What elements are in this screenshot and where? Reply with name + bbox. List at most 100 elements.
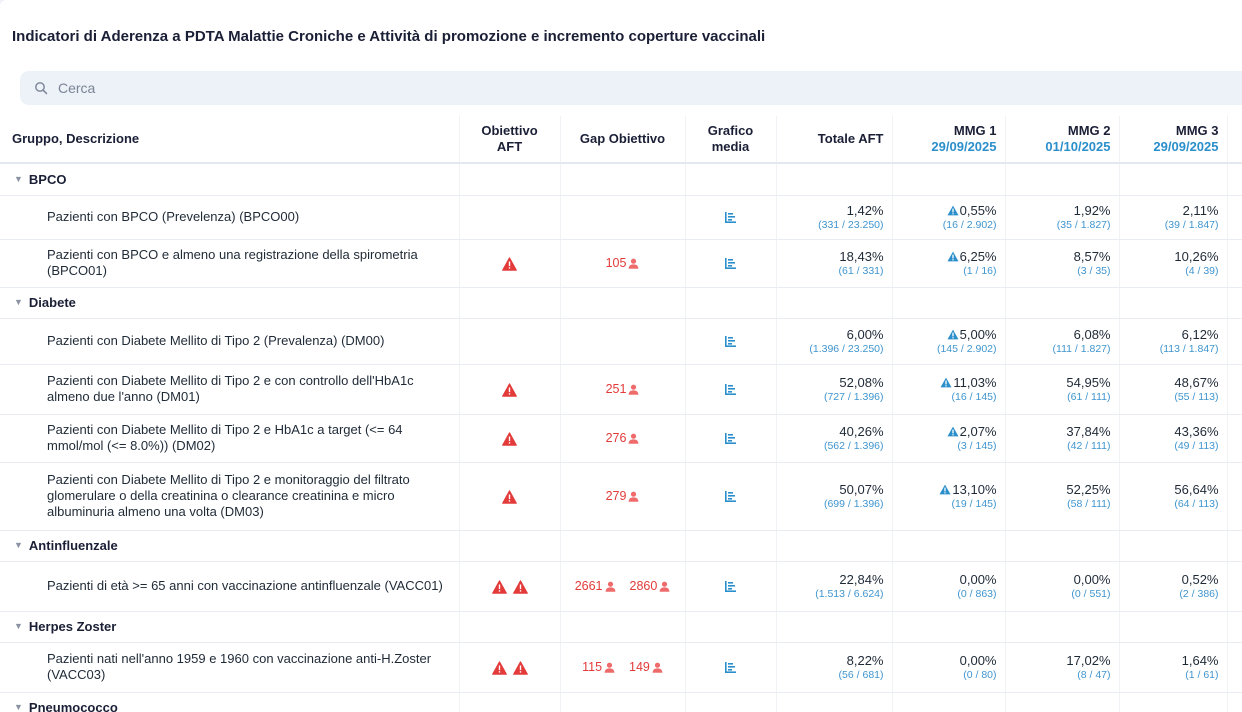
chart-icon[interactable]	[724, 580, 737, 593]
table-row[interactable]: Pazienti con Diabete Mellito di Tipo 2 e…	[0, 364, 1242, 415]
table-row[interactable]: Pazienti con Diabete Mellito di Tipo 2 e…	[0, 414, 1242, 463]
search-bar[interactable]	[20, 71, 1242, 105]
search-input[interactable]	[56, 79, 460, 97]
person-icon	[629, 433, 639, 444]
header-mmg2[interactable]: MMG 2 01/10/2025	[1005, 116, 1120, 164]
percent-text: 48,67%	[1174, 374, 1219, 390]
percent-text: 0,52%	[1181, 571, 1219, 587]
row-description: Pazienti con Diabete Mellito di Tipo 2 e…	[0, 414, 460, 463]
group-row[interactable]: ▼ Pneumococco	[0, 692, 1242, 712]
grafico-cell[interactable]	[685, 462, 777, 531]
group-empty-cell	[1005, 611, 1120, 643]
table-row[interactable]: Pazienti con Diabete Mellito di Tipo 2 e…	[0, 462, 1242, 531]
extra-cell	[1227, 239, 1242, 288]
mmg3-cell: 0,52% (2 / 386)	[1119, 561, 1228, 612]
mmg1-cell: 6,25% (1 / 16)	[892, 239, 1006, 288]
group-name: Diabete	[28, 295, 76, 310]
group-name: Antinfluenzale	[28, 538, 118, 553]
grafico-cell[interactable]	[685, 364, 777, 415]
totale-cell: 1,42% (331 / 23.250)	[776, 195, 893, 240]
fraction-value: (1 / 16)	[963, 264, 997, 277]
group-empty-cell	[685, 287, 777, 319]
caret-down-icon[interactable]: ▼	[14, 540, 23, 550]
row-description: Pazienti con Diabete Mellito di Tipo 2 (…	[0, 318, 460, 365]
grafico-cell[interactable]	[685, 414, 777, 463]
header-obiettivo[interactable]: Obiettivo AFT	[459, 116, 561, 164]
alert-triangle-icon	[947, 329, 959, 339]
group-empty-cell	[560, 611, 686, 643]
header-mmg3[interactable]: MMG 3 29/09/2025	[1119, 116, 1228, 164]
table-row[interactable]: Pazienti con BPCO (Prevelenza) (BPCO00) 1…	[0, 195, 1242, 240]
group-empty-cell	[560, 287, 686, 319]
group-name-cell[interactable]: ▼ Antinfluenzale	[0, 530, 460, 562]
group-empty-cell	[560, 692, 686, 712]
table-header-row: Gruppo, Descrizione Obiettivo AFT Gap Obi…	[0, 116, 1242, 164]
group-empty-cell	[1227, 163, 1242, 196]
extra-cell	[1227, 642, 1242, 693]
group-name-cell[interactable]: ▼ BPCO	[0, 163, 460, 196]
grafico-cell[interactable]	[685, 318, 777, 365]
fraction-value: (562 / 1.396)	[823, 439, 884, 452]
search-icon	[35, 82, 48, 95]
grafico-cell[interactable]	[685, 239, 777, 288]
header-grafico[interactable]: Grafico media	[685, 116, 777, 164]
header-gap[interactable]: Gap Obiettivo	[560, 116, 686, 164]
group-name-cell[interactable]: ▼ Diabete	[0, 287, 460, 319]
alert-triangle-icon	[939, 484, 951, 494]
group-name-cell[interactable]: ▼ Pneumococco	[0, 692, 460, 712]
chart-icon[interactable]	[724, 661, 737, 674]
grafico-cell[interactable]	[685, 195, 777, 240]
table-row[interactable]: Pazienti con BPCO e almeno una registraz…	[0, 239, 1242, 288]
header-mmg1[interactable]: MMG 1 29/09/2025	[892, 116, 1006, 164]
caret-down-icon[interactable]: ▼	[14, 702, 23, 712]
fraction-value: (58 / 111)	[1067, 497, 1111, 510]
gap-value: 251	[606, 382, 640, 396]
group-name-cell[interactable]: ▼ Herpes Zoster	[0, 611, 460, 643]
chart-icon[interactable]	[724, 490, 737, 503]
header-extra	[1227, 116, 1242, 164]
header-mmg2-name: MMG 2	[1067, 123, 1111, 138]
caret-down-icon[interactable]: ▼	[14, 621, 23, 631]
obiettivo-cell	[459, 462, 561, 531]
group-row[interactable]: ▼ Herpes Zoster	[0, 611, 1242, 643]
chart-icon[interactable]	[724, 211, 737, 224]
group-empty-cell	[1119, 287, 1228, 319]
percent-text: 6,00%	[846, 326, 884, 342]
chart-icon[interactable]	[724, 432, 737, 445]
grafico-cell[interactable]	[685, 561, 777, 612]
group-empty-cell	[776, 530, 893, 562]
mmg2-cell: 0,00% (0 / 551)	[1005, 561, 1120, 612]
group-row[interactable]: ▼ BPCO	[0, 163, 1242, 196]
mmg1-cell: 0,55% (16 / 2.902)	[892, 195, 1006, 240]
fraction-value: (145 / 2.902)	[936, 342, 997, 355]
table-row[interactable]: Pazienti di età >= 65 anni con vaccinazi…	[0, 561, 1242, 612]
mmg2-cell: 17,02% (8 / 47)	[1005, 642, 1120, 693]
caret-down-icon[interactable]: ▼	[14, 173, 23, 184]
gap-number: 276	[605, 431, 627, 445]
header-totale[interactable]: Totale AFT	[776, 116, 893, 164]
chart-icon[interactable]	[724, 383, 737, 396]
header-desc[interactable]: Gruppo, Descrizione	[0, 116, 460, 164]
group-empty-cell	[1005, 163, 1120, 196]
caret-down-icon[interactable]: ▼	[14, 297, 23, 307]
alert-triangle-icon	[947, 251, 959, 261]
table-row[interactable]: Pazienti con Diabete Mellito di Tipo 2 (…	[0, 318, 1242, 365]
group-row[interactable]: ▼ Antinfluenzale	[0, 530, 1242, 562]
group-row[interactable]: ▼ Diabete	[0, 287, 1242, 319]
table-row[interactable]: Pazienti nati nell'anno 1959 e 1960 con …	[0, 642, 1242, 693]
fraction-value: (2 / 386)	[1179, 587, 1219, 600]
chart-icon[interactable]	[724, 335, 737, 348]
percent-text: 56,64%	[1174, 481, 1219, 497]
header-mmg2-date: 01/10/2025	[1045, 139, 1111, 154]
percent-text: 37,84%	[1066, 423, 1111, 439]
group-empty-cell	[560, 530, 686, 562]
group-empty-cell	[892, 163, 1006, 196]
gap-cell: 115 149	[560, 642, 686, 693]
fraction-value: (16 / 2.902)	[942, 218, 997, 231]
fraction-value: (39 / 1.847)	[1164, 218, 1219, 231]
fraction-value: (1.513 / 6.624)	[815, 587, 884, 600]
group-empty-cell	[1119, 692, 1228, 712]
gap-number: 2661	[574, 579, 603, 593]
grafico-cell[interactable]	[685, 642, 777, 693]
chart-icon[interactable]	[724, 257, 737, 270]
